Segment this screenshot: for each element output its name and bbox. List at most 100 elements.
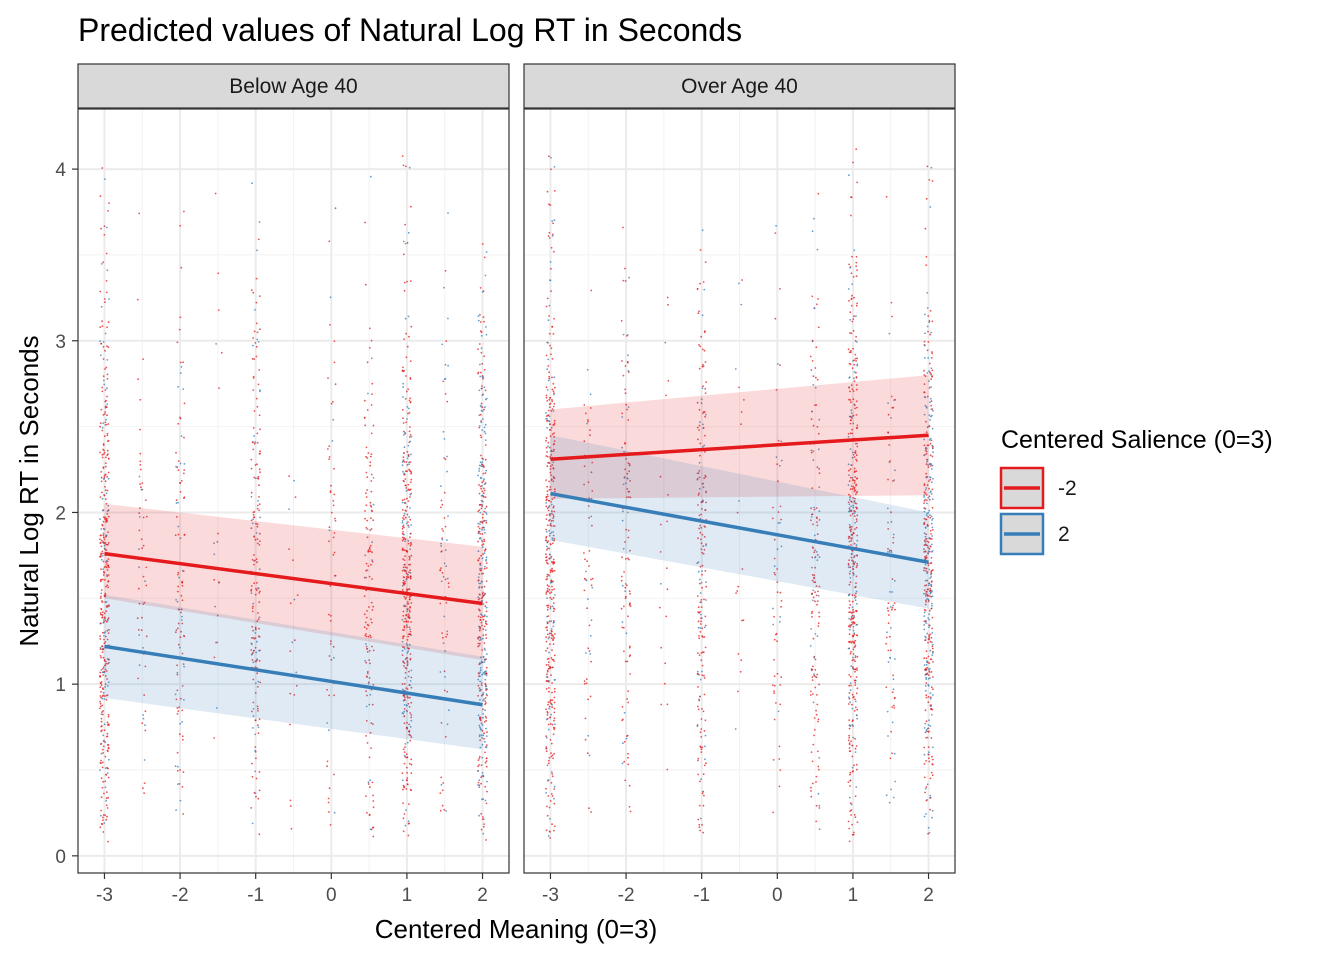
data-point [852,625,855,628]
data-point [176,466,179,469]
data-point [779,684,782,686]
data-point [404,746,406,748]
data-point [928,662,931,665]
data-point [702,790,704,793]
data-point [479,523,481,526]
data-point [329,296,332,299]
data-point [552,382,555,385]
data-point [552,733,555,736]
data-point [174,631,177,634]
data-point [625,632,628,635]
data-point [924,635,926,638]
data-point [855,786,858,788]
data-point [888,801,891,804]
data-point [734,728,737,730]
data-point [100,568,102,570]
data-point [699,631,702,633]
data-point [178,576,180,579]
data-point [104,619,107,622]
data-point [701,229,704,232]
data-point [548,375,550,378]
data-point [779,703,782,706]
data-point [251,625,254,628]
data-point [138,212,141,215]
data-point [480,334,483,337]
data-point [405,614,408,616]
data-point [924,791,926,794]
data-point [484,274,487,277]
data-point [703,693,706,696]
data-point [813,307,816,310]
data-point [852,161,854,164]
data-point [855,609,857,612]
data-point [365,562,368,565]
data-point [923,502,925,504]
data-point [101,748,104,751]
data-point [545,531,548,533]
data-point [406,573,409,576]
data-point [259,389,261,391]
data-point [401,569,404,572]
data-point [929,797,931,799]
data-point [368,546,371,549]
data-point [551,754,554,757]
data-point [928,550,931,553]
data-point [624,660,627,663]
data-point [700,335,703,338]
data-point [478,764,480,766]
data-point [479,739,481,742]
data-point [175,451,177,454]
data-point [441,538,444,541]
data-point [101,766,104,769]
data-point [627,615,629,618]
data-point [177,525,180,528]
data-point [259,390,261,393]
data-point [928,498,931,501]
data-point [548,707,550,710]
data-point [251,441,254,444]
data-point [332,400,334,403]
data-point [406,741,409,744]
data-point [545,412,547,414]
data-point [479,537,481,540]
data-point [333,467,335,470]
data-point [403,518,405,520]
data-point [100,545,103,548]
data-point [666,768,669,771]
data-point [447,364,449,367]
data-point [697,686,699,688]
data-point [924,685,927,687]
data-point [585,652,587,654]
data-point [852,347,854,350]
data-point [925,650,928,653]
data-point [849,611,852,613]
data-point [929,206,932,208]
data-point [665,394,667,397]
data-point [925,682,928,684]
data-point [851,621,853,624]
data-point [478,735,481,738]
data-point [100,608,103,611]
data-point [628,604,631,606]
data-point [925,729,928,731]
data-point [553,637,555,640]
data-point [545,591,548,594]
data-point [483,487,485,490]
data-point [213,553,216,556]
data-point [628,646,631,649]
data-point [624,388,627,391]
data-point [923,657,926,660]
data-point [551,235,554,237]
data-point [104,641,107,643]
data-point [849,318,851,321]
data-point [483,368,486,371]
data-point [257,726,260,728]
data-point [103,225,106,228]
data-point [477,550,480,553]
data-point [856,634,858,636]
data-point [814,658,817,661]
data-point [479,533,482,535]
data-point [370,618,372,621]
data-point [402,802,404,804]
data-point [931,535,933,537]
